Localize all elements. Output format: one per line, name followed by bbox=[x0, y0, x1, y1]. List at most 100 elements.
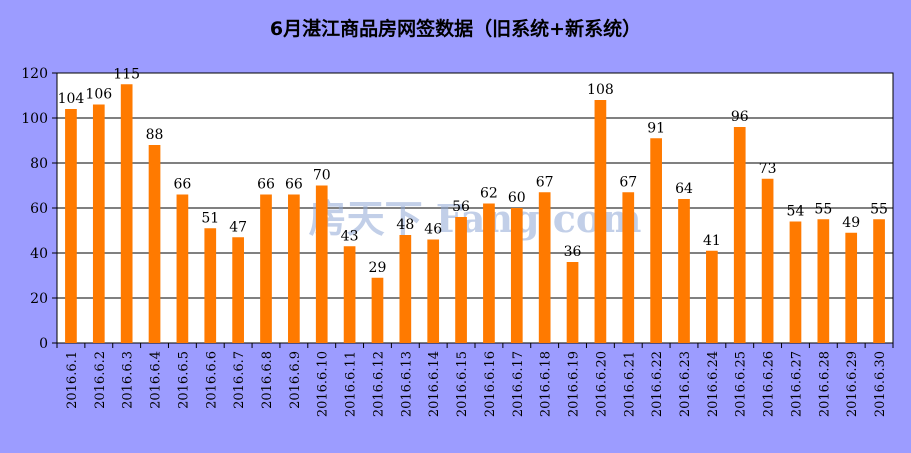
bar bbox=[427, 239, 440, 343]
bar bbox=[399, 235, 412, 343]
data-label: 70 bbox=[313, 168, 331, 184]
bar bbox=[288, 194, 300, 343]
data-label: 60 bbox=[508, 190, 526, 206]
data-label: 106 bbox=[85, 87, 112, 103]
x-tick-label: 2016.6.19 bbox=[567, 351, 582, 417]
data-label: 115 bbox=[113, 66, 140, 82]
x-tick-label: 2016.6.17 bbox=[511, 351, 526, 417]
x-tick-label: 2016.6.21 bbox=[622, 351, 637, 417]
y-tick-label: 120 bbox=[21, 66, 48, 82]
x-tick-label: 2016.6.11 bbox=[344, 351, 359, 417]
bar bbox=[455, 217, 467, 343]
bar bbox=[510, 208, 523, 343]
data-label: 62 bbox=[480, 186, 498, 202]
data-label: 56 bbox=[452, 199, 470, 215]
data-label: 48 bbox=[396, 217, 414, 233]
data-label: 29 bbox=[369, 260, 387, 276]
bar bbox=[120, 84, 133, 343]
x-tick-label: 2016.6.15 bbox=[455, 351, 470, 417]
bar bbox=[845, 232, 858, 343]
data-label: 41 bbox=[703, 233, 721, 249]
data-label: 64 bbox=[675, 181, 693, 197]
x-tick-label: 2016.6.29 bbox=[845, 351, 860, 417]
data-label: 47 bbox=[229, 219, 247, 235]
x-tick-label: 2016.6.9 bbox=[288, 351, 303, 409]
x-tick-label: 2016.6.25 bbox=[734, 351, 749, 417]
bar bbox=[176, 194, 189, 343]
bar bbox=[594, 100, 607, 343]
x-tick-label: 2016.6.18 bbox=[539, 351, 554, 417]
data-label: 88 bbox=[146, 127, 164, 143]
data-label: 43 bbox=[341, 228, 359, 244]
x-tick-label: 2016.6.13 bbox=[399, 351, 414, 417]
bar bbox=[817, 219, 830, 343]
data-label: 67 bbox=[536, 174, 554, 190]
x-tick-label: 2016.6.1 bbox=[65, 351, 80, 409]
x-tick-label: 2016.6.7 bbox=[232, 351, 247, 409]
bar bbox=[650, 138, 662, 343]
x-tick-label: 2016.6.23 bbox=[678, 351, 693, 417]
data-label: 73 bbox=[759, 161, 777, 177]
bar bbox=[65, 109, 77, 343]
bar bbox=[678, 199, 690, 343]
x-tick-label: 2016.6.22 bbox=[650, 351, 665, 417]
y-tick-label: 100 bbox=[21, 111, 48, 127]
data-label: 66 bbox=[173, 177, 191, 193]
x-tick-label: 2016.6.4 bbox=[149, 351, 164, 409]
y-tick-label: 20 bbox=[30, 291, 48, 307]
y-tick-label: 40 bbox=[30, 246, 48, 262]
y-tick-label: 0 bbox=[39, 336, 48, 352]
bar bbox=[204, 228, 217, 343]
x-tick-label: 2016.6.12 bbox=[371, 351, 386, 417]
bar bbox=[92, 104, 105, 343]
x-tick-label: 2016.6.26 bbox=[762, 351, 777, 417]
data-label: 66 bbox=[285, 177, 303, 193]
bar bbox=[148, 145, 161, 343]
x-tick-label: 2016.6.14 bbox=[427, 351, 442, 417]
bar bbox=[483, 203, 495, 343]
data-label: 55 bbox=[870, 201, 888, 217]
x-tick-label: 2016.6.2 bbox=[93, 351, 108, 409]
x-tick-label: 2016.6.24 bbox=[706, 351, 721, 417]
bar bbox=[789, 221, 802, 343]
data-label: 46 bbox=[424, 222, 442, 238]
data-label: 66 bbox=[257, 177, 275, 193]
data-label: 49 bbox=[842, 215, 860, 231]
bar bbox=[566, 262, 579, 343]
data-label: 67 bbox=[619, 174, 637, 190]
bar bbox=[260, 194, 272, 343]
bar bbox=[232, 237, 244, 343]
x-tick-label: 2016.6.16 bbox=[483, 351, 498, 417]
bar bbox=[371, 277, 384, 343]
bar bbox=[538, 192, 551, 343]
x-tick-label: 2016.6.3 bbox=[121, 351, 136, 409]
data-label: 51 bbox=[201, 210, 219, 226]
chart-title: 6月湛江商品房网签数据（旧系统+新系统） bbox=[269, 18, 642, 40]
bar bbox=[873, 219, 885, 343]
watermark-logo: 房天下 Fang.com bbox=[309, 196, 642, 241]
x-tick-label: 2016.6.5 bbox=[176, 351, 191, 409]
data-label: 108 bbox=[587, 82, 614, 98]
data-label: 54 bbox=[787, 204, 805, 220]
x-tick-label: 2016.6.20 bbox=[594, 351, 609, 417]
x-tick-label: 2016.6.8 bbox=[260, 351, 275, 409]
y-tick-label: 60 bbox=[30, 201, 48, 217]
bar bbox=[761, 178, 774, 343]
bar bbox=[622, 192, 635, 343]
x-tick-label: 2016.6.30 bbox=[873, 351, 888, 417]
data-label: 91 bbox=[647, 120, 665, 136]
bar bbox=[733, 127, 746, 343]
x-tick-label: 2016.6.27 bbox=[789, 351, 804, 417]
bar bbox=[315, 185, 328, 343]
data-label: 104 bbox=[58, 91, 85, 107]
bar bbox=[706, 250, 718, 343]
x-tick-label: 2016.6.6 bbox=[204, 351, 219, 409]
x-tick-label: 2016.6.10 bbox=[316, 351, 331, 417]
y-tick-label: 80 bbox=[30, 156, 48, 172]
bar bbox=[343, 246, 356, 343]
x-tick-label: 2016.6.28 bbox=[817, 351, 832, 417]
data-label: 96 bbox=[731, 109, 749, 125]
data-label: 55 bbox=[814, 201, 832, 217]
